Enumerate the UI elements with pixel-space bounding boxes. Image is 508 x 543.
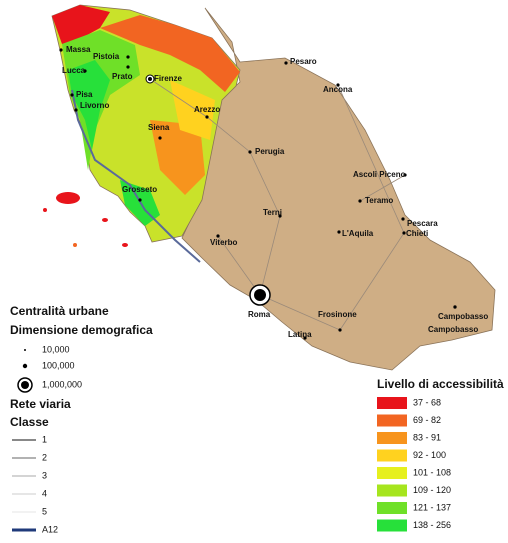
city-marker — [216, 234, 220, 238]
city-marker — [337, 230, 341, 234]
city-label: Campobasso — [438, 312, 488, 321]
island — [122, 243, 128, 247]
city-label: Livorno — [80, 101, 109, 110]
legend-label: 37 - 68 — [413, 397, 441, 407]
legend-label: 10,000 — [42, 344, 70, 354]
city-marker — [254, 289, 266, 301]
legend-label: 138 - 256 — [413, 520, 451, 530]
orange-zone — [100, 15, 240, 92]
red-zone — [52, 5, 110, 44]
city-label: Pesaro — [290, 57, 317, 66]
city-marker — [402, 231, 406, 235]
city-label: Chieti — [406, 229, 428, 238]
size-symbol — [21, 381, 29, 389]
city-marker — [453, 305, 457, 309]
island — [73, 243, 77, 247]
accessibility-swatch — [377, 414, 407, 427]
orange-zone — [150, 120, 205, 195]
accessibility-swatch — [377, 502, 407, 514]
legend-label: 92 - 100 — [413, 450, 446, 460]
legend-label: 69 - 82 — [413, 415, 441, 425]
city-marker — [248, 150, 252, 154]
legend: Centralità urbane Dimensione demografica 1… — [10, 304, 504, 534]
city-label: Siena — [148, 123, 170, 132]
accessibility-swatch — [377, 432, 407, 444]
city-label: Frosinone — [318, 310, 357, 319]
city-marker — [303, 336, 307, 340]
city-marker — [126, 55, 130, 59]
legend-label: 1,000,000 — [42, 379, 82, 389]
legend-subtitle: Classe — [10, 415, 49, 429]
legend-label: 4 — [42, 488, 47, 498]
city-marker — [338, 328, 342, 332]
city-label: Grosseto — [122, 185, 157, 194]
city-marker — [358, 199, 362, 203]
city-label: Teramo — [365, 196, 393, 205]
island — [43, 208, 47, 212]
city-label: Latina — [288, 330, 312, 339]
city-label: L'Aquila — [342, 229, 374, 238]
accessibility-swatch — [377, 397, 407, 409]
city-marker — [59, 48, 63, 52]
city-marker — [205, 115, 209, 119]
city-label: Perugia — [255, 147, 285, 156]
legend-label: 5 — [42, 506, 47, 516]
legend-label: 83 - 91 — [413, 432, 441, 442]
city-label: Prato — [112, 72, 133, 81]
legend-label: 101 - 108 — [413, 467, 451, 477]
legend-subtitle: Dimensione demografica — [10, 323, 153, 337]
city-marker — [148, 77, 152, 81]
legend-label: 2 — [42, 452, 47, 462]
size-symbol — [24, 349, 26, 351]
city-marker — [403, 173, 407, 177]
city-label: Pisa — [76, 90, 93, 99]
motorway-a12 — [71, 89, 201, 263]
island — [56, 192, 80, 204]
legend-label: 100,000 — [42, 360, 75, 370]
legend-label: 121 - 137 — [413, 502, 451, 512]
city-label: Firenze — [154, 74, 183, 83]
legend-label: 1 — [42, 434, 47, 444]
road — [149, 78, 406, 331]
legend-title: Livello di accessibilità — [377, 377, 504, 391]
city-label: Ancona — [323, 85, 353, 94]
city-marker — [138, 198, 142, 202]
city-marker — [83, 69, 87, 73]
legend-label: 109 - 120 — [413, 485, 451, 495]
city-marker — [70, 93, 74, 97]
city-label: Lucca — [62, 66, 86, 75]
accessibility-swatch — [377, 467, 407, 479]
city-marker — [126, 65, 130, 69]
city-label: Campobasso — [428, 325, 478, 334]
city-marker — [336, 83, 340, 87]
city-label: Pescara — [407, 219, 438, 228]
legend-label: A12 — [42, 524, 58, 534]
city-label: Arezzo — [194, 105, 220, 114]
legend-title: Rete viaria — [10, 397, 71, 411]
legend-title: Centralità urbane — [10, 304, 109, 318]
city-label: Roma — [248, 310, 271, 319]
city-label: Pistoia — [93, 52, 120, 61]
size-symbol — [22, 363, 28, 369]
city-marker — [284, 61, 288, 65]
city-label: Ascoli Piceno — [353, 170, 406, 179]
city-marker — [401, 217, 405, 221]
city-marker — [158, 136, 162, 140]
map-shapes — [43, 4, 496, 371]
city-label: Terni — [263, 208, 282, 217]
accessibility-swatch — [377, 484, 407, 497]
city-marker — [74, 108, 78, 112]
city-label: Massa — [66, 45, 91, 54]
accessibility-swatch — [377, 519, 407, 532]
city-marker — [278, 214, 282, 218]
yellow-zone — [170, 80, 215, 140]
accessibility-swatch — [377, 449, 407, 462]
city-label: Viterbo — [210, 238, 238, 247]
green-zone — [68, 60, 110, 150]
legend-label: 3 — [42, 470, 47, 480]
island — [102, 218, 108, 222]
